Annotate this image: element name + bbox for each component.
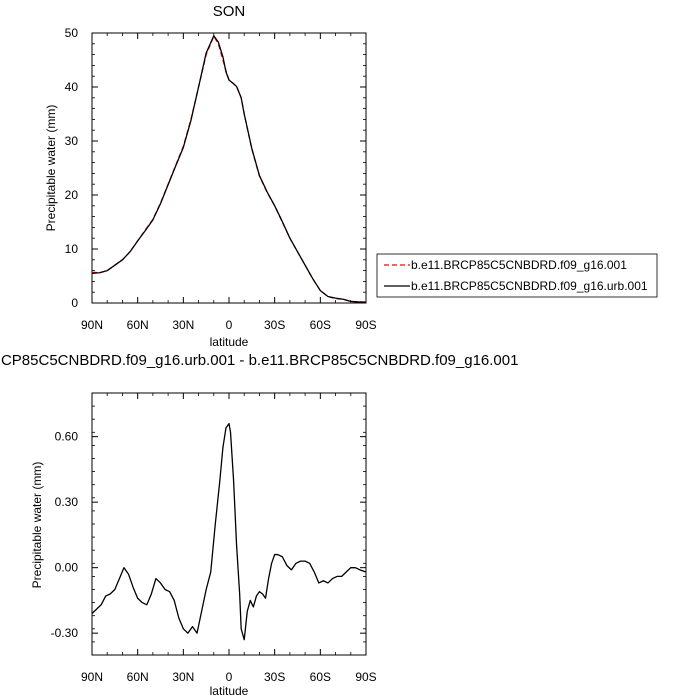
top-y-axis-label: Precipitable water (mm) (44, 105, 58, 232)
legend: b.e11.BRCP85C5CNBDRD.f09_g16.001 b.e11.B… (376, 253, 658, 298)
top-plot-frame (91, 32, 367, 304)
top-series-lines (91, 35, 367, 304)
bottom-x-tick-label: 90N (81, 670, 103, 684)
bottom-y-tick-label: 0.60 (55, 430, 79, 444)
top-y-tick-label: 10 (65, 242, 79, 256)
top-y-tick-label: 20 (65, 188, 79, 202)
legend-box (376, 253, 658, 298)
bottom-tick-marks (91, 392, 367, 656)
top-x-tick-labels: 90N 60N 30N 0 30S 60S 90S (81, 318, 377, 332)
top-x-axis-label: latitude (210, 335, 249, 349)
bottom-series-lines (91, 422, 367, 641)
bottom-x-tick-label: 60S (310, 670, 331, 684)
bottom-title: b.e11.BRCP85C5CNBDRD.f09_g16.urb.001 - b… (0, 352, 518, 369)
top-y-tick-label: 40 (65, 80, 79, 94)
bottom-y-tick-label: 0.00 (55, 561, 79, 575)
bottom-x-tick-label: 30N (172, 670, 194, 684)
top-x-tick-label: 30S (264, 318, 285, 332)
bottom-y-axis-label: Precipitable water (mm) (30, 462, 44, 589)
bottom-series-line-1 (91, 422, 367, 641)
top-x-tick-label: 0 (226, 318, 233, 332)
bottom-x-tick-label: 0 (226, 670, 233, 684)
top-tick-marks (91, 32, 367, 304)
bottom-y-tick-label: 0.30 (55, 495, 79, 509)
legend-label-series-1: b.e11.BRCP85C5CNBDRD.f09_g16.001 (411, 258, 627, 272)
top-title: SON (213, 3, 246, 20)
top-panel: SON 90N 60N 30N 0 30S 60S 90S 0 10 20 30 40 50 lati… (44, 3, 377, 349)
top-y-tick-label: 0 (71, 296, 78, 310)
top-x-tick-label: 60S (310, 318, 331, 332)
top-y-tick-label: 30 (65, 134, 79, 148)
top-x-tick-label: 90S (355, 318, 376, 332)
bottom-x-tick-label: 60N (127, 670, 149, 684)
top-series-line-2 (91, 35, 367, 304)
top-y-tick-labels: 0 10 20 30 40 50 (65, 26, 79, 310)
bottom-panel: b.e11.BRCP85C5CNBDRD.f09_g16.urb.001 - b… (0, 352, 518, 698)
bottom-x-tick-label: 30S (264, 670, 285, 684)
bottom-x-tick-labels: 90N 60N 30N 0 30S 60S 90S (81, 670, 377, 684)
legend-label-series-2: b.e11.BRCP85C5CNBDRD.f09_g16.urb.001 (411, 279, 648, 293)
bottom-y-tick-label: -0.30 (51, 626, 79, 640)
bottom-x-axis-label: latitude (210, 684, 249, 698)
top-x-tick-label: 90N (81, 318, 103, 332)
top-y-tick-label: 50 (65, 26, 79, 40)
top-series-line-1 (91, 35, 366, 303)
top-x-tick-label: 60N (127, 318, 149, 332)
bottom-x-tick-label: 90S (355, 670, 376, 684)
top-x-tick-label: 30N (172, 318, 194, 332)
bottom-plot-frame (91, 392, 367, 656)
bottom-y-tick-labels: -0.30 0.00 0.30 0.60 (51, 430, 79, 641)
